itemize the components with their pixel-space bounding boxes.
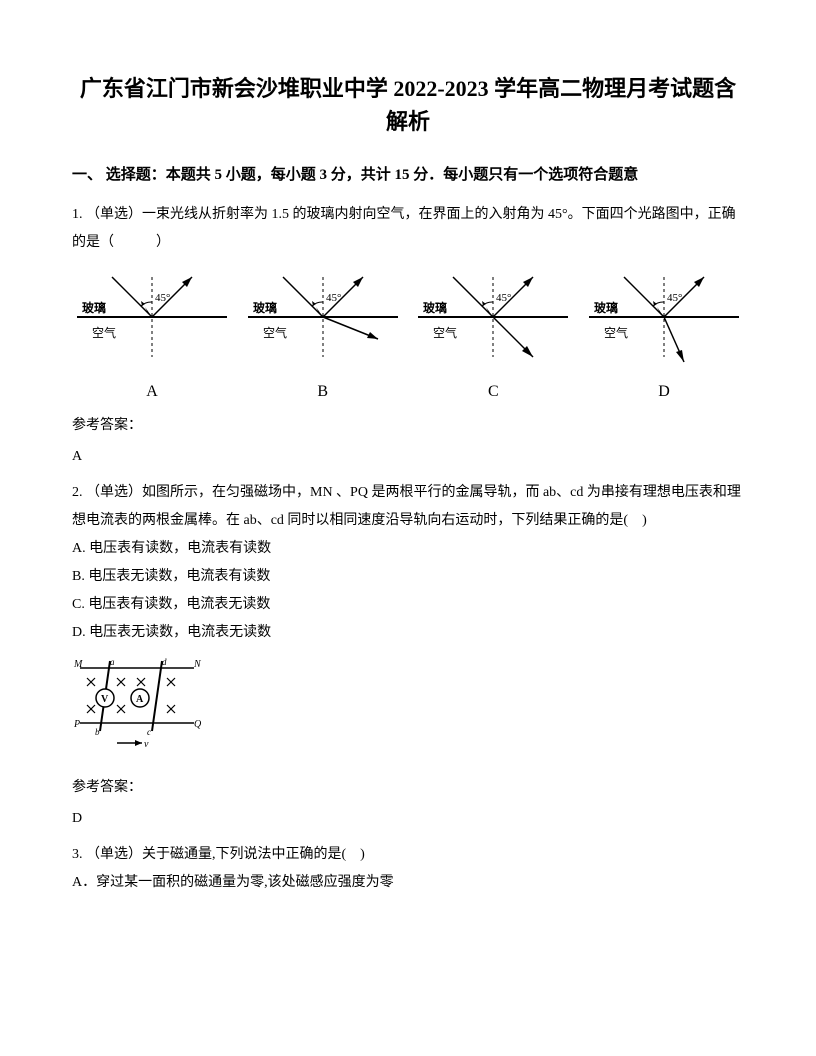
- diagram-d: 45° 玻璃 空气 D: [584, 267, 744, 407]
- diagram-c: 45° 玻璃 空气 C: [413, 267, 573, 407]
- question-2: 2. （单选）如图所示，在匀强磁场中，MN 、PQ 是两根平行的金属导轨，而 a…: [72, 479, 744, 831]
- q2-options: A. 电压表有读数，电流表有读数 B. 电压表无读数，电流表有读数 C. 电压表…: [72, 535, 744, 647]
- page-title: 广东省江门市新会沙堆职业中学 2022-2023 学年高二物理月考试题含解析: [72, 72, 744, 138]
- label-d: d: [162, 657, 167, 667]
- q2-answer-label: 参考答案：: [72, 775, 744, 800]
- diagram-c-label: C: [413, 378, 573, 407]
- q3-options: A．穿过某一面积的磁通量为零,该处磁感应强度为零: [72, 869, 744, 897]
- label-q: Q: [194, 719, 202, 730]
- q1-answer-label: 参考答案：: [72, 413, 744, 438]
- q1-answer: A: [72, 444, 744, 469]
- question-3: 3. （单选）关于磁通量,下列说法中正确的是( ) A．穿过某一面积的磁通量为零…: [72, 841, 744, 897]
- diagram-b-label: B: [243, 378, 403, 407]
- q2-option-a: A. 电压表有读数，电流表有读数: [72, 535, 744, 563]
- q2-option-b: B. 电压表无读数，电流表有读数: [72, 563, 744, 591]
- q2-answer: D: [72, 806, 744, 831]
- question-1: 1. （单选）一束光线从折射率为 1.5 的玻璃内射向空气，在界面上的入射角为 …: [72, 201, 744, 469]
- circuit-diagram-icon: V A M N P Q a b d c v: [72, 653, 202, 753]
- optics-diagram-b-icon: 45° 玻璃 空气: [248, 267, 398, 367]
- diagram-d-label: D: [584, 378, 744, 407]
- diagram-a: 45° 玻璃 空气 A: [72, 267, 232, 407]
- diagram-b: 45° 玻璃 空气 B: [243, 267, 403, 407]
- air-label: 空气: [433, 325, 457, 340]
- angle-label: 45°: [155, 292, 170, 304]
- angle-label: 45°: [326, 292, 341, 304]
- label-v: v: [144, 739, 149, 750]
- glass-label: 玻璃: [82, 300, 106, 315]
- air-label: 空气: [92, 325, 116, 340]
- label-p: P: [73, 719, 80, 730]
- air-label: 空气: [604, 325, 628, 340]
- q3-option-a: A．穿过某一面积的磁通量为零,该处磁感应强度为零: [72, 869, 744, 897]
- q1-diagrams: 45° 玻璃 空气 A 45° 玻璃 空气: [72, 267, 744, 407]
- question-2-text: 2. （单选）如图所示，在匀强磁场中，MN 、PQ 是两根平行的金属导轨，而 a…: [72, 479, 744, 535]
- label-a: a: [110, 657, 115, 667]
- glass-label: 玻璃: [423, 300, 447, 315]
- question-1-text: 1. （单选）一束光线从折射率为 1.5 的玻璃内射向空气，在界面上的入射角为 …: [72, 201, 744, 257]
- glass-label: 玻璃: [594, 300, 618, 315]
- angle-label: 45°: [667, 292, 682, 304]
- ammeter-label: A: [136, 694, 144, 705]
- voltmeter-label: V: [101, 694, 109, 705]
- q2-option-c: C. 电压表有读数，电流表无读数: [72, 591, 744, 619]
- q2-option-d: D. 电压表无读数，电流表无读数: [72, 619, 744, 647]
- label-b: b: [95, 727, 100, 737]
- optics-diagram-a-icon: 45° 玻璃 空气: [77, 267, 227, 367]
- diagram-a-label: A: [72, 378, 232, 407]
- air-label: 空气: [263, 325, 287, 340]
- optics-diagram-d-icon: 45° 玻璃 空气: [589, 267, 739, 367]
- angle-label: 45°: [496, 292, 511, 304]
- optics-diagram-c-icon: 45° 玻璃 空气: [418, 267, 568, 367]
- label-c: c: [147, 727, 151, 737]
- section-header: 一、 选择题：本题共 5 小题，每小题 3 分，共计 15 分．每小题只有一个选…: [72, 162, 744, 189]
- label-m: M: [73, 659, 83, 670]
- question-3-text: 3. （单选）关于磁通量,下列说法中正确的是( ): [72, 841, 744, 869]
- label-n: N: [193, 659, 202, 670]
- glass-label: 玻璃: [253, 300, 277, 315]
